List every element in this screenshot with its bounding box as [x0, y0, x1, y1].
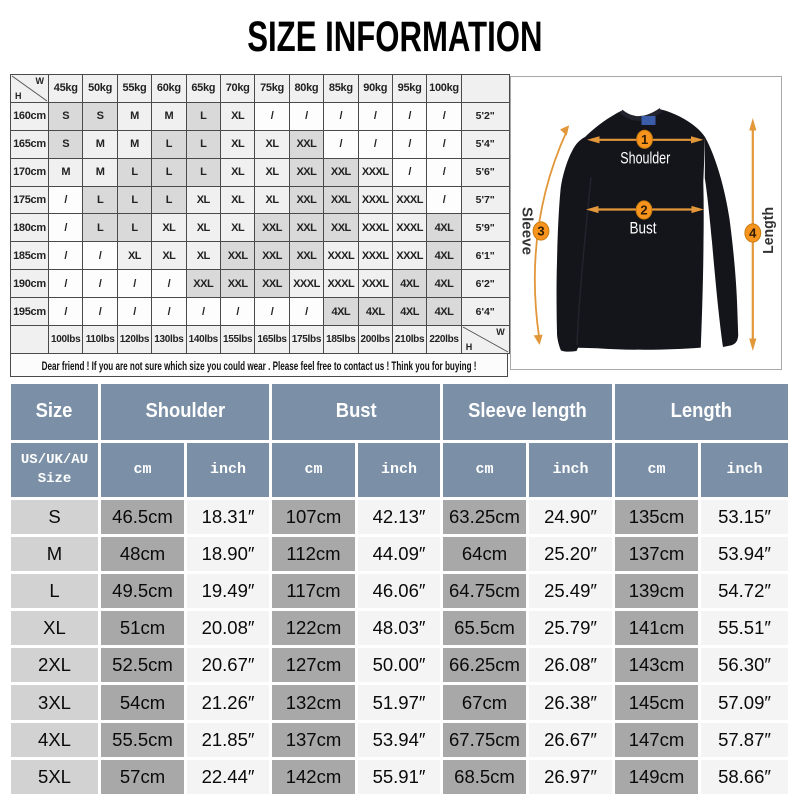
- svg-text:Length: Length: [760, 207, 777, 254]
- svg-text:Shoulder: Shoulder: [620, 150, 670, 168]
- svg-text:1: 1: [641, 132, 648, 147]
- svg-text:4: 4: [749, 226, 757, 241]
- svg-text:Bust: Bust: [630, 220, 657, 238]
- svg-text:Sleeve: Sleeve: [519, 207, 536, 255]
- svg-text:2: 2: [640, 203, 647, 218]
- svg-text:3: 3: [537, 224, 544, 239]
